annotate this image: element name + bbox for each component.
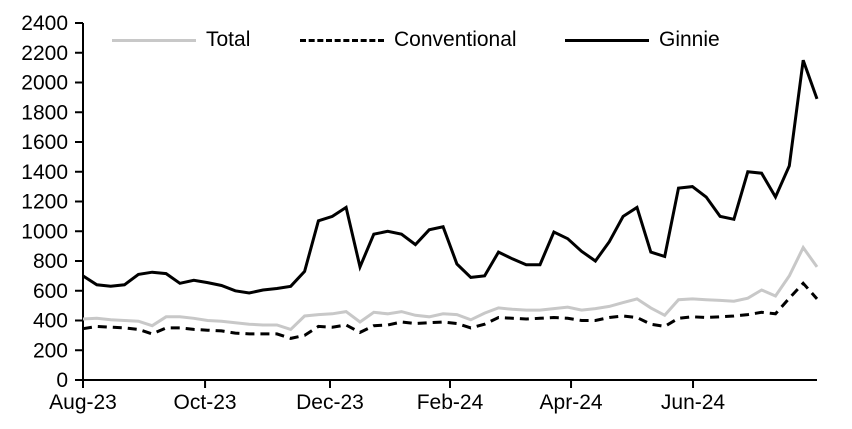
y-tick-label: 1800: [21, 101, 68, 124]
y-tick-label: 200: [33, 339, 68, 362]
y-tick-label: 2200: [21, 42, 68, 65]
series-line-conventional: [82, 281, 819, 340]
x-tick-label: Dec-23: [296, 391, 364, 414]
y-tick-label: 1200: [21, 191, 68, 214]
x-tick-label: Feb-24: [417, 391, 484, 414]
x-tick-label: Oct-23: [174, 391, 237, 414]
y-tick-label: 1400: [21, 161, 68, 184]
series-line-total: [82, 244, 819, 332]
y-tick-label: 0: [56, 369, 68, 392]
y-tick-label: 1000: [21, 220, 68, 243]
series-line-ginnie: [82, 59, 819, 295]
y-tick-label: 400: [33, 310, 68, 333]
y-tick-label: 600: [33, 280, 68, 303]
x-tick-label: Aug-23: [49, 391, 117, 414]
x-tick-label: Apr-24: [540, 391, 603, 414]
y-tick-label: 2000: [21, 72, 68, 95]
x-tick-label: Jun-24: [661, 391, 726, 414]
y-tick-label: 800: [33, 250, 68, 273]
y-tick-label: 1600: [21, 131, 68, 154]
y-tick-label: 2400: [21, 12, 68, 35]
